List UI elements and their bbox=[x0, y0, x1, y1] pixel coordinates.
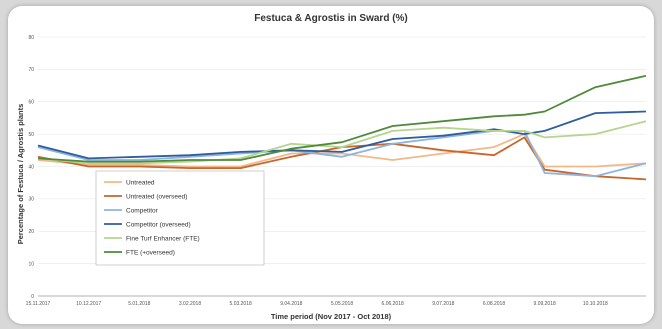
x-tick-label: 9.07.2018 bbox=[432, 301, 454, 307]
x-tick-label: 9.09.2018 bbox=[534, 301, 556, 307]
y-tick-label: 80 bbox=[28, 35, 34, 41]
legend-entry: Untreated (overseed) bbox=[126, 193, 187, 200]
series-line bbox=[37, 133, 647, 168]
series-line bbox=[37, 110, 647, 160]
series-line bbox=[37, 120, 647, 165]
legend-entry: FTE (+overseed) bbox=[126, 249, 175, 256]
legend-entry: Untreated bbox=[126, 179, 155, 186]
series-line bbox=[37, 74, 647, 163]
y-axis-label: Percentage of Festuca / Agrostis plants bbox=[16, 104, 25, 245]
legend-entry: Competitor bbox=[126, 207, 159, 214]
x-tick-label: 10.12.2017 bbox=[76, 301, 101, 307]
x-axis-label: Time period (Nov 2017 - Oct 2018) bbox=[271, 312, 392, 321]
x-tick-label: 6.08.2018 bbox=[483, 301, 505, 307]
y-tick-label: 70 bbox=[28, 67, 34, 73]
y-tick-label: 50 bbox=[28, 132, 34, 138]
y-tick-label: 30 bbox=[28, 197, 34, 203]
chart-card: Festuca & Agrostis in Sward (%) 0 10 20 30 4… bbox=[8, 6, 654, 324]
legend-entry: Fine Turf Enhancer (FTE) bbox=[126, 235, 200, 242]
y-tick-label: 0 bbox=[31, 294, 34, 300]
x-tick-label: 15.11.2017 bbox=[26, 301, 51, 307]
y-tick-label: 20 bbox=[28, 229, 34, 235]
legend-entry: Competitor (overseed) bbox=[126, 221, 191, 228]
x-tick-label: 5.01.2018 bbox=[128, 301, 150, 307]
x-tick-label: 6.06.2018 bbox=[382, 301, 404, 307]
y-tick-label: 60 bbox=[28, 100, 34, 106]
x-tick-label: 5.05.2018 bbox=[331, 301, 353, 307]
chart-title: Festuca & Agrostis in Sward (%) bbox=[254, 13, 408, 24]
y-tick-label: 10 bbox=[28, 261, 34, 267]
x-tick-label: 9.04.2018 bbox=[280, 301, 302, 307]
x-tick-label: 3.02.2018 bbox=[179, 301, 201, 307]
line-chart: Festuca & Agrostis in Sward (%) 0 10 20 30 4… bbox=[16, 13, 647, 321]
x-tick-label: 10.10.2018 bbox=[583, 301, 608, 307]
legend bbox=[95, 170, 265, 266]
series-line bbox=[37, 130, 647, 178]
x-tick-label: 5.03.2018 bbox=[230, 301, 252, 307]
y-tick-label: 40 bbox=[28, 164, 34, 170]
